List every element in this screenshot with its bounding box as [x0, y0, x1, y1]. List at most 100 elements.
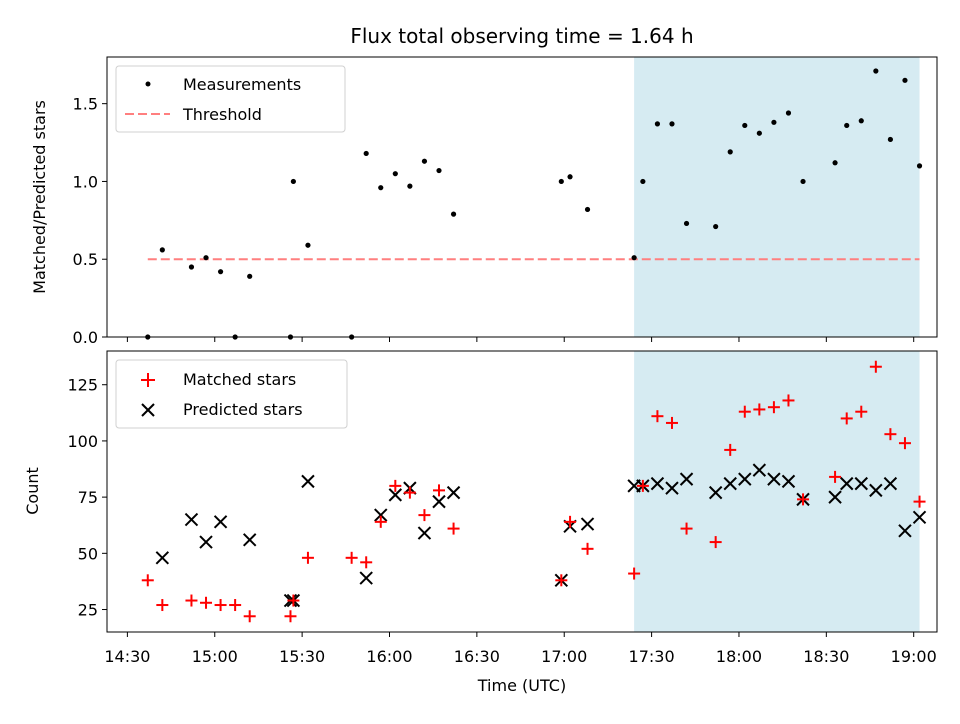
measurement-point	[902, 77, 908, 83]
matched-stars-point	[564, 515, 577, 528]
matched-stars-point	[200, 596, 213, 609]
bottom-ytick-label: 125	[67, 376, 98, 395]
matched-stars-point	[628, 567, 641, 580]
legend-threshold-label: Threshold	[182, 105, 262, 124]
matched-stars-point	[855, 405, 868, 418]
matched-stars-point	[680, 522, 693, 535]
predicted-stars-point	[883, 476, 898, 491]
matched-stars-point	[156, 599, 169, 612]
matched-stars-point	[185, 594, 198, 607]
predicted-stars-point	[650, 476, 665, 491]
bottom-ytick-label: 75	[78, 488, 98, 507]
top-ytick-label: 0.0	[73, 328, 98, 347]
matched-stars-point	[433, 484, 445, 497]
matched-stars-point	[782, 394, 795, 407]
matched-stars-point	[869, 360, 882, 373]
bottom-panel: 25 50 75 100 125 14:30 15:00 15:30 16:00 16:30 17…	[23, 350, 938, 695]
predicted-stars-point	[446, 485, 461, 500]
matched-stars-point	[767, 401, 780, 414]
predicted-stars-point	[854, 476, 868, 491]
xtick-label: 16:30	[454, 647, 500, 666]
matched-stars-point	[360, 556, 373, 569]
top-highlight-region	[634, 57, 920, 337]
measurement-point	[771, 119, 777, 125]
measurement-point	[873, 68, 879, 74]
xtick-label: 15:30	[279, 647, 325, 666]
top-panel: 0.0 0.5 1.0 1.5 Matched/Predicted stars Mea…	[30, 56, 938, 347]
matched-stars-point	[651, 410, 664, 423]
matched-stars-point	[284, 610, 297, 623]
measurement-point	[916, 163, 923, 169]
measurement-point	[756, 130, 762, 136]
top-y-axis-label: Matched/Predicted stars	[30, 100, 49, 294]
measurement-point	[631, 255, 637, 261]
measurement-point	[567, 174, 573, 180]
matched-stars-point	[345, 551, 358, 564]
predicted-stars-point	[723, 476, 737, 491]
matched-stars-point	[287, 594, 300, 607]
matched-stars-point	[403, 486, 416, 499]
top-ytick-label: 1.0	[73, 172, 98, 191]
measurement-point	[290, 178, 296, 185]
predicted-stars-point	[432, 494, 446, 509]
measurement-point	[785, 110, 792, 116]
x-axis-label: Time (UTC)	[477, 676, 566, 695]
measurement-point	[858, 118, 864, 124]
legend-predicted-label: Predicted stars	[183, 400, 303, 419]
xtick-label: 18:30	[803, 647, 849, 666]
matched-stars-point	[636, 479, 649, 492]
measurement-point	[188, 264, 195, 270]
bottom-axes-frame	[106, 350, 938, 633]
predicted-stars-point	[708, 485, 723, 500]
matched-stars-point	[898, 437, 911, 450]
bottom-ytick-label: 100	[67, 432, 98, 451]
matched-stars-point	[829, 470, 842, 483]
measurement-point	[363, 150, 369, 157]
predicted-stars-point	[752, 463, 767, 477]
predicted-stars-point	[828, 490, 842, 504]
legend-predicted-marker	[141, 403, 155, 417]
matched-stars-point	[913, 495, 926, 508]
bottom-legend: Matched stars Predicted stars	[115, 359, 348, 429]
predicted-stars-point	[781, 474, 796, 489]
xtick-label: 16:00	[366, 647, 412, 666]
measurement-point	[421, 158, 428, 164]
measurement-point	[727, 149, 733, 155]
matched-stars-point	[141, 574, 154, 587]
measurement-point	[436, 167, 442, 174]
matched-stars-point	[214, 599, 227, 612]
predicted-stars-point	[912, 510, 927, 525]
matched-stars-point	[229, 599, 242, 612]
predicted-stars-point	[898, 524, 912, 538]
bottom-ytick-label: 50	[78, 544, 98, 563]
predicted-stars-point	[767, 472, 781, 486]
matched-stars-point	[301, 551, 314, 564]
predicted-stars-point	[213, 515, 228, 529]
predicted-stars-point	[155, 551, 170, 565]
top-ytick-label: 1.5	[73, 95, 98, 114]
legend-matched-label: Matched stars	[183, 370, 296, 389]
predicted-stars-point	[417, 526, 432, 540]
measurement-point	[683, 220, 690, 227]
matched-stars-point	[709, 536, 722, 549]
legend-measurements-marker	[145, 81, 151, 87]
xtick-label: 15:00	[192, 647, 238, 666]
matched-stars-point	[447, 522, 460, 535]
matched-stars-point	[418, 509, 431, 522]
measurement-point	[203, 255, 209, 261]
matched-stars-point	[840, 412, 853, 425]
measurement-point	[392, 171, 398, 177]
measurement-point	[305, 242, 311, 248]
top-ytick-label: 0.5	[73, 250, 98, 269]
matched-stars-point	[389, 479, 402, 492]
legend-matched-marker	[141, 373, 155, 387]
measurement-point	[887, 136, 894, 143]
matched-stars-point	[753, 403, 766, 416]
bottom-highlight-region	[634, 351, 920, 632]
measurement-point	[742, 122, 748, 129]
matched-stars-point	[797, 493, 810, 506]
measurement-point	[640, 178, 646, 185]
measurement-point	[800, 178, 806, 185]
measurement-point	[159, 247, 165, 253]
measurement-point	[247, 273, 253, 279]
